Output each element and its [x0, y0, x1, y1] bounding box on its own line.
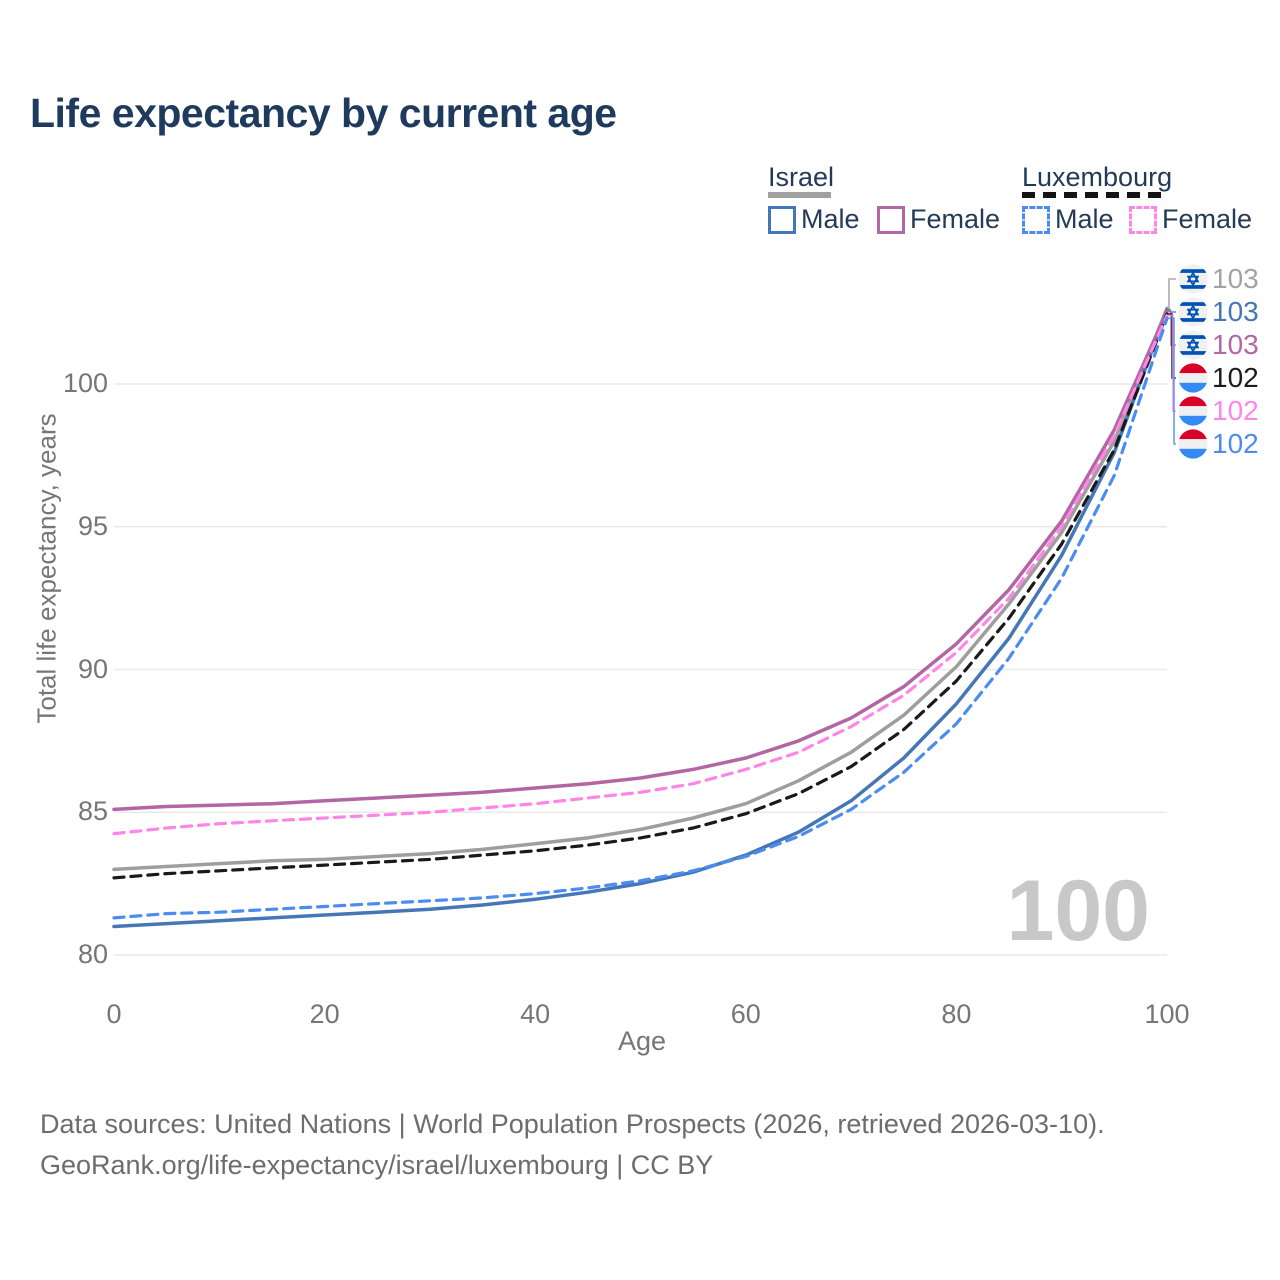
end-label-flag-israel-male	[1178, 297, 1208, 332]
end-value-label-luxembourg-female: 102	[1212, 395, 1259, 426]
legend-swatch-luxembourg-female[interactable]	[1129, 206, 1157, 234]
x-axis-tick-label: 80	[941, 999, 972, 1029]
end-value-label-luxembourg-total: 102	[1212, 362, 1259, 393]
series-line-luxembourg-male[interactable]	[112, 316, 1169, 920]
age-counter-watermark: 100	[1006, 863, 1151, 959]
y-axis-tick-label: 80	[77, 939, 108, 969]
israel-flag-icon	[1178, 297, 1208, 327]
x-axis-tick-label: 20	[309, 999, 340, 1029]
luxembourg-flag-icon	[1178, 429, 1208, 459]
footer: Data sources: United Nations | World Pop…	[40, 1104, 1105, 1186]
gridlines-layer	[114, 383, 1167, 956]
luxembourg-flag-icon	[1178, 396, 1208, 426]
end-value-label-israel-male: 103	[1212, 296, 1259, 327]
series-line-luxembourg-female[interactable]	[112, 313, 1169, 836]
x-axis-tick-label: 100	[1144, 999, 1190, 1029]
series-lines-layer	[112, 306, 1169, 929]
legend-swatch-israel-female[interactable]	[877, 206, 905, 234]
end-label-flag-luxembourg-female	[1178, 396, 1208, 431]
legend-label-luxembourg-female[interactable]: Female	[1162, 204, 1253, 234]
y-axis-tick-label: 90	[77, 653, 108, 684]
legend-label-israel-female[interactable]: Female	[910, 204, 1001, 234]
israel-flag-icon	[1178, 264, 1208, 294]
end-label-flag-israel-total	[1178, 264, 1208, 299]
legend-swatch-luxembourg-male[interactable]	[1022, 206, 1050, 234]
leader-line-israel-total	[1167, 278, 1176, 310]
x-axis-tick-label: 0	[106, 999, 122, 1029]
legend-group-title-israel: Israel	[768, 162, 835, 192]
end-value-label-israel-total: 103	[1212, 263, 1259, 294]
end-label-flag-luxembourg-male	[1178, 429, 1208, 464]
legend-label-israel-male[interactable]: Male	[801, 204, 860, 234]
series-line-israel-female[interactable]	[112, 309, 1169, 812]
leader-lines-layer	[1167, 278, 1176, 445]
end-label-flag-luxembourg-total	[1178, 363, 1208, 398]
israel-flag-icon	[1178, 330, 1208, 360]
y-axis-tick-label: 100	[62, 368, 108, 398]
legend-group-title-luxembourg: Luxembourg	[1022, 162, 1173, 192]
footer-attribution: GeoRank.org/life-expectancy/israel/luxem…	[40, 1150, 714, 1180]
series-line-israel-male[interactable]	[112, 308, 1169, 929]
end-value-label-luxembourg-male: 102	[1212, 428, 1259, 459]
legend-label-luxembourg-male[interactable]: Male	[1055, 204, 1114, 234]
series-line-luxembourg-total[interactable]	[112, 312, 1169, 880]
x-axis-tick-label: 40	[520, 999, 551, 1029]
x-axis-tick-label: 60	[730, 999, 761, 1029]
y-axis-tick-label: 95	[77, 510, 108, 541]
series-line-israel-total[interactable]	[112, 306, 1169, 872]
end-label-flag-israel-female	[1178, 330, 1208, 365]
leader-line-luxembourg-male	[1167, 317, 1176, 445]
end-value-label-israel-female: 103	[1212, 329, 1259, 360]
legend-swatch-israel-male[interactable]	[768, 206, 796, 234]
page-title: Life expectancy by current age	[30, 90, 617, 136]
luxembourg-flag-icon	[1178, 363, 1208, 393]
footer-data-sources: Data sources: United Nations | World Pop…	[40, 1109, 1105, 1139]
y-axis-tick-label: 85	[77, 796, 108, 827]
x-axis-title: Age	[617, 1026, 667, 1056]
